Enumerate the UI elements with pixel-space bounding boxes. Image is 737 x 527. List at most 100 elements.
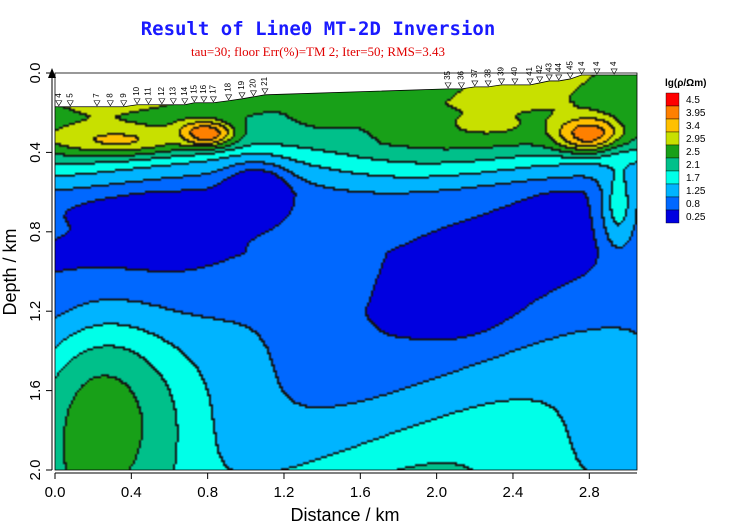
station-marker — [545, 74, 553, 81]
station-marker — [536, 76, 544, 83]
station-marker — [484, 80, 492, 87]
colorbar-swatch — [665, 157, 680, 172]
colorbar-label: 1.7 — [686, 173, 700, 184]
station-label: 5 — [65, 93, 74, 98]
colorbar-label: 3.4 — [686, 121, 700, 132]
x-tick-label: 0.8 — [197, 484, 218, 501]
colorbar-label: 4.5 — [686, 95, 700, 106]
station-label: 43 — [544, 62, 553, 71]
station-marker — [526, 78, 534, 85]
colorbar-label: 2.5 — [686, 147, 700, 158]
station-marker — [471, 80, 479, 87]
y-tick-label: 0.4 — [27, 142, 44, 163]
x-axis-label: Distance / km — [290, 505, 399, 525]
station-label: 44 — [554, 62, 563, 71]
station-label: 13 — [168, 86, 177, 95]
station-label: 18 — [224, 82, 233, 91]
station-marker — [497, 78, 506, 85]
station-label: 20 — [249, 78, 258, 87]
resistivity-section — [55, 73, 637, 470]
station-marker — [169, 98, 177, 105]
x-tick-label: 1.2 — [274, 484, 295, 501]
x-tick-label: 0.0 — [45, 484, 66, 501]
station-marker — [444, 82, 452, 89]
station-marker — [190, 96, 198, 103]
station-label: 21 — [260, 76, 269, 85]
station-marker — [238, 92, 246, 99]
station-label: 19 — [237, 80, 246, 89]
y-tick-label: 2.0 — [27, 460, 44, 481]
colorbar-label: 2.1 — [686, 160, 700, 171]
station-label: 9 — [119, 93, 128, 98]
x-tick-label: 0.4 — [121, 484, 142, 501]
station-marker — [511, 78, 519, 85]
station-marker — [593, 68, 601, 75]
station-label: 4 — [592, 61, 601, 66]
station-label: 41 — [525, 66, 534, 75]
station-label: 4 — [54, 93, 63, 98]
station-label: 39 — [497, 66, 506, 75]
station-label: 14 — [180, 86, 189, 95]
colorbar-swatch — [665, 170, 680, 185]
station-marker — [106, 100, 114, 107]
colorbar-swatch — [665, 105, 680, 120]
station-label: 4 — [609, 61, 618, 66]
station-label: 35 — [443, 70, 452, 79]
station-marker — [249, 90, 257, 97]
colorbar-swatch — [665, 183, 680, 198]
station-label: 40 — [510, 66, 519, 75]
colorbar-label: 3.95 — [686, 108, 706, 119]
station-marker — [93, 100, 101, 107]
colorbar-label: 0.25 — [686, 212, 706, 223]
colorbar-title: lg(ρ/Ωm) — [665, 78, 706, 89]
station-marker — [578, 68, 586, 75]
colorbar-swatch — [665, 118, 680, 133]
station-marker — [133, 98, 141, 105]
station-marker — [181, 98, 189, 105]
station-marker — [120, 100, 128, 107]
station-label: 10 — [132, 86, 141, 95]
station-marker — [66, 100, 74, 107]
y-tick-label: 1.6 — [27, 380, 44, 401]
station-label: 17 — [208, 84, 217, 93]
station-label: 45 — [565, 61, 574, 70]
chart-subtitle: tau=30; floor Err(%)=TM 2; Iter=50; RMS=… — [191, 44, 445, 59]
station-marker — [261, 88, 269, 95]
station-marker — [144, 98, 153, 105]
colorbar-label: 2.95 — [686, 134, 706, 145]
topography-line — [55, 74, 637, 108]
station-marker — [225, 94, 233, 101]
x-tick-label: 1.6 — [350, 484, 371, 501]
station-label: 16 — [199, 84, 208, 93]
colorbar-label: 1.25 — [686, 186, 706, 197]
colorbar-swatch — [665, 92, 680, 107]
station-marker — [209, 96, 217, 103]
station-label: 11 — [144, 87, 153, 96]
y-tick-label: 0.8 — [27, 221, 44, 242]
colorbar-label: 0.8 — [686, 199, 700, 210]
y-tick-label: 1.2 — [27, 301, 44, 322]
chart-title: Result of Line0 MT-2D Inversion — [141, 18, 496, 40]
colorbar-swatch — [665, 131, 680, 146]
station-marker — [200, 96, 208, 103]
station-label: 12 — [157, 86, 166, 95]
station-marker — [457, 82, 465, 89]
y-axis-ticks: 0.0 0.4 0.8 1.2 1.6 2.0 — [27, 63, 52, 481]
colorbar-swatch — [665, 144, 680, 159]
station-marker — [610, 68, 618, 75]
colorbar-legend: lg(ρ/Ωm) 4.5 3.95 3.4 2.95 2.5 2.1 1.7 1.25 0.8 0… — [665, 78, 706, 224]
station-label: 7 — [92, 93, 101, 98]
station-marker — [555, 74, 563, 81]
x-tick-label: 2.8 — [579, 484, 600, 501]
resistivity-contour-image — [55, 73, 637, 470]
station-marker — [55, 100, 63, 107]
x-tick-label: 2.4 — [503, 484, 524, 501]
y-axis-label: Depth / km — [0, 228, 20, 315]
plot-frame — [54, 72, 638, 471]
station-label: 8 — [105, 93, 114, 98]
station-label: 42 — [535, 64, 544, 73]
x-axis-ticks: 0.0 0.4 0.8 1.2 1.6 2.0 2.4 2.8 — [45, 473, 600, 501]
y-tick-label: 0.0 — [27, 63, 44, 84]
station-label: 15 — [189, 84, 198, 93]
station-marker — [158, 98, 166, 105]
